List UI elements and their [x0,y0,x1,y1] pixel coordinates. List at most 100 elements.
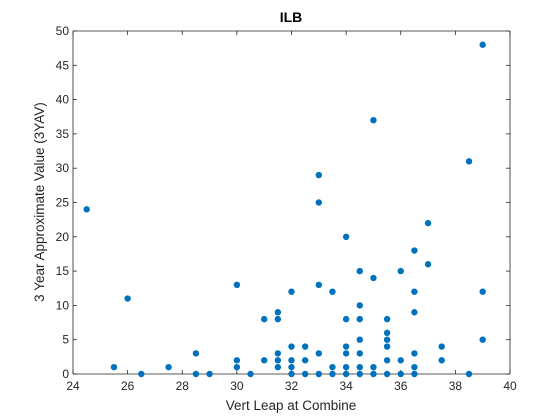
data-point [342,363,350,371]
data-point [342,233,350,240]
data-point [124,295,131,302]
data-point [356,363,363,371]
data-point [260,315,268,323]
data-point [247,370,254,378]
data-point [356,315,363,323]
y-tick-label: 50 [56,24,70,38]
data-point [301,343,309,350]
data-point [411,350,418,357]
data-point [356,267,363,275]
data-point [438,357,445,364]
axes: 24 26 28 30 32 34 36 38 40 0 5 10 15 20 25 30 35 40 45 50 [56,24,517,393]
data-point [383,315,391,323]
data-point [233,363,241,371]
data-point [274,350,282,357]
x-tick-label: 34 [339,379,353,393]
data-point [288,370,295,378]
y-tick-label: 25 [56,196,70,210]
data-point [315,281,323,289]
data-point [329,288,336,295]
x-tick-label: 28 [176,379,190,393]
data-point [383,343,391,350]
y-tick-label: 40 [56,93,70,107]
data-point [110,363,118,371]
data-point [301,357,309,364]
y-tick-label: 20 [56,230,70,244]
data-point [383,357,391,364]
data-point [383,370,391,378]
data-point [383,329,391,337]
data-point [411,288,418,295]
data-point [233,357,241,364]
data-point [356,336,363,343]
data-point [83,206,90,213]
data-point [192,370,200,378]
data-point [411,370,418,378]
data-point [342,315,350,323]
data-point [315,350,323,357]
y-tick-label: 15 [56,264,70,278]
data-point [397,357,404,364]
chart-title: ILB [280,9,303,25]
x-tick-label: 40 [503,379,517,393]
data-point [370,116,377,124]
data-point [411,309,418,316]
data-point [138,370,145,378]
data-point [411,363,418,371]
data-point [288,357,295,364]
data-point [465,370,473,378]
x-tick-label: 24 [66,379,80,393]
data-point [479,41,486,48]
data-point [274,315,282,323]
x-tick-label: 26 [121,379,135,393]
data-point [260,357,268,364]
y-tick-label: 0 [62,367,69,381]
data-point [233,281,241,289]
data-point [274,309,282,316]
data-points [83,41,486,378]
y-tick-label: 45 [56,58,70,72]
data-point [288,363,295,371]
x-tick-label: 32 [285,379,299,393]
data-point [465,158,473,165]
data-point [315,199,323,206]
data-point [342,350,350,357]
x-tick-label: 30 [230,379,244,393]
data-point [206,370,213,378]
y-tick-label: 10 [56,298,70,312]
y-tick-label: 30 [56,161,70,175]
data-point [192,350,200,357]
data-point [383,336,391,343]
data-point [397,370,404,378]
data-point [411,247,418,254]
data-point [288,288,295,295]
data-point [370,363,377,371]
data-point [342,370,350,378]
data-point [479,288,486,295]
y-tick-label: 5 [62,333,69,347]
y-axis-label: 3 Year Approximate Value (3YAV) [32,102,47,302]
data-point [288,343,295,350]
data-point [356,350,363,357]
x-tick-label: 36 [394,379,408,393]
data-point [329,363,336,371]
data-point [424,219,432,227]
data-point [301,370,309,378]
data-point [356,370,363,378]
data-point [479,336,486,343]
data-point [424,261,432,268]
data-point [370,274,377,282]
data-point [165,363,172,371]
data-point [315,171,323,179]
data-point [356,302,363,309]
x-tick-label: 38 [449,379,463,393]
x-axis-label: Vert Leap at Combine [226,398,357,413]
data-point [397,267,404,275]
data-point [329,370,336,378]
data-point [438,343,445,350]
data-point [342,343,350,350]
data-point [274,363,282,371]
y-tick-label: 35 [56,127,70,141]
